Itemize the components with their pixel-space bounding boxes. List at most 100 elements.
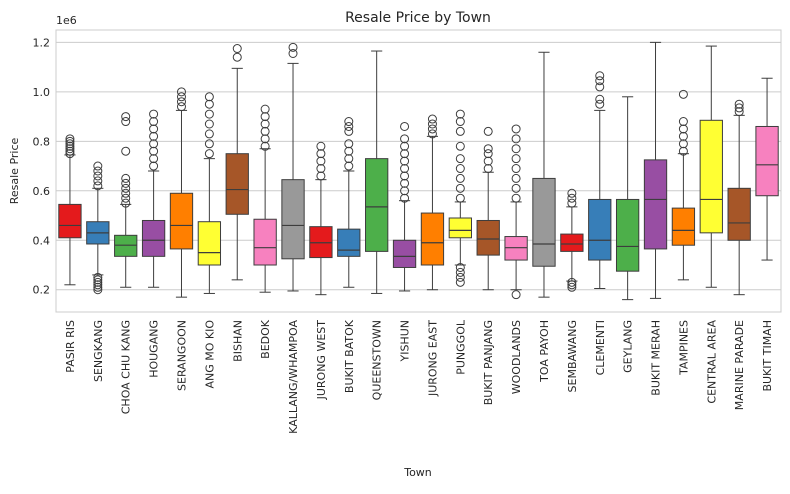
chart-title: Resale Price by Town [345,10,491,26]
box-iqr [197,221,222,266]
outlier-point [678,124,688,134]
outlier-point [344,117,354,127]
outlier-point [427,114,437,124]
box-iqr [141,219,166,257]
outlier-point [567,282,577,292]
outlier-point [483,126,493,136]
box-iqr [281,179,305,260]
outlier-point [455,164,465,174]
outlier-point [93,171,103,181]
box-group [448,109,472,287]
outlier-point [734,99,744,109]
x-tick-label: SENGKANG [92,320,105,382]
outlier-point [93,181,103,191]
outlier-point [232,52,242,62]
outlier-point [483,156,493,166]
box-group [253,104,277,293]
outlier-point [595,99,605,109]
outlier-point [511,193,521,203]
outlier-point [260,119,270,129]
box-iqr [114,234,138,257]
outlier-point [316,164,326,174]
outlier-point [149,139,159,149]
x-tick-label: WOODLANDS [510,320,523,394]
outlier-point [121,112,131,122]
box-iqr [365,158,389,252]
outlier-point [455,126,465,136]
box-iqr [420,212,445,266]
y-axis-label: Resale Price [8,137,21,204]
outlier-point [260,126,270,136]
outlier-point [204,129,214,139]
outlier-point [149,131,159,141]
outlier-point [400,171,410,181]
outlier-point [678,139,688,149]
box-group [58,134,82,286]
outlier-point [678,117,688,127]
box-group [755,77,779,261]
y-tick-label: 1.0 [33,86,51,99]
outlier-point [93,166,103,176]
outlier-point [204,109,214,119]
outlier-point [121,193,131,203]
outlier-point [93,280,103,290]
y-tick-label: 0.2 [33,284,51,297]
outlier-point [567,193,577,203]
outlier-point [678,89,688,99]
outlier-point [93,282,103,292]
outlier-point [260,104,270,114]
box-iqr [755,125,779,197]
x-tick-label: YISHUN [399,320,412,363]
x-tick-label: JURONG WEST [315,320,328,401]
box-group [504,124,528,300]
outlier-point [344,121,354,131]
outlier-point [204,139,214,149]
box-iqr [615,198,640,272]
x-tick-label: BISHAN [231,320,244,362]
outlier-point [400,121,410,131]
outlier-point [121,178,131,188]
box-group [114,112,138,288]
outlier-point [65,144,75,154]
outlier-point [511,144,521,154]
outlier-point [455,267,465,277]
box-iqr [699,119,723,234]
outlier-point [734,103,744,113]
outlier-point [455,141,465,151]
box-group [141,109,166,288]
outlier-point [455,272,465,282]
outlier-point [595,71,605,81]
outlier-point [149,124,159,134]
outlier-point [344,139,354,149]
outlier-point [176,92,186,102]
x-tick-label: JURONG EAST [426,320,439,397]
outlier-point [65,134,75,144]
outlier-point [176,102,186,112]
outlier-point [567,277,577,287]
outlier-point [260,134,270,144]
outlier-point [204,99,214,109]
x-tick-label: SERANGOON [175,320,188,391]
outlier-point [65,146,75,156]
outlier-point [232,44,242,54]
outlier-point [149,154,159,164]
box-iqr [727,187,751,241]
outlier-point [400,193,410,203]
outlier-point [65,149,75,159]
outlier-point [288,42,298,52]
x-axis-label: Town [403,466,432,479]
outlier-point [400,156,410,166]
outlier-point [344,146,354,156]
y-scale-label: 1e6 [56,14,77,27]
outlier-point [344,161,354,171]
box-iqr [392,239,417,268]
outlier-point [121,173,131,183]
x-tick-label: PUNGGOL [454,319,467,375]
box-group [225,44,249,281]
box-group [671,89,696,281]
outlier-point [455,173,465,183]
x-tick-label: CLEMENTI [594,320,607,375]
outlier-point [427,129,437,139]
outlier-point [400,186,410,196]
